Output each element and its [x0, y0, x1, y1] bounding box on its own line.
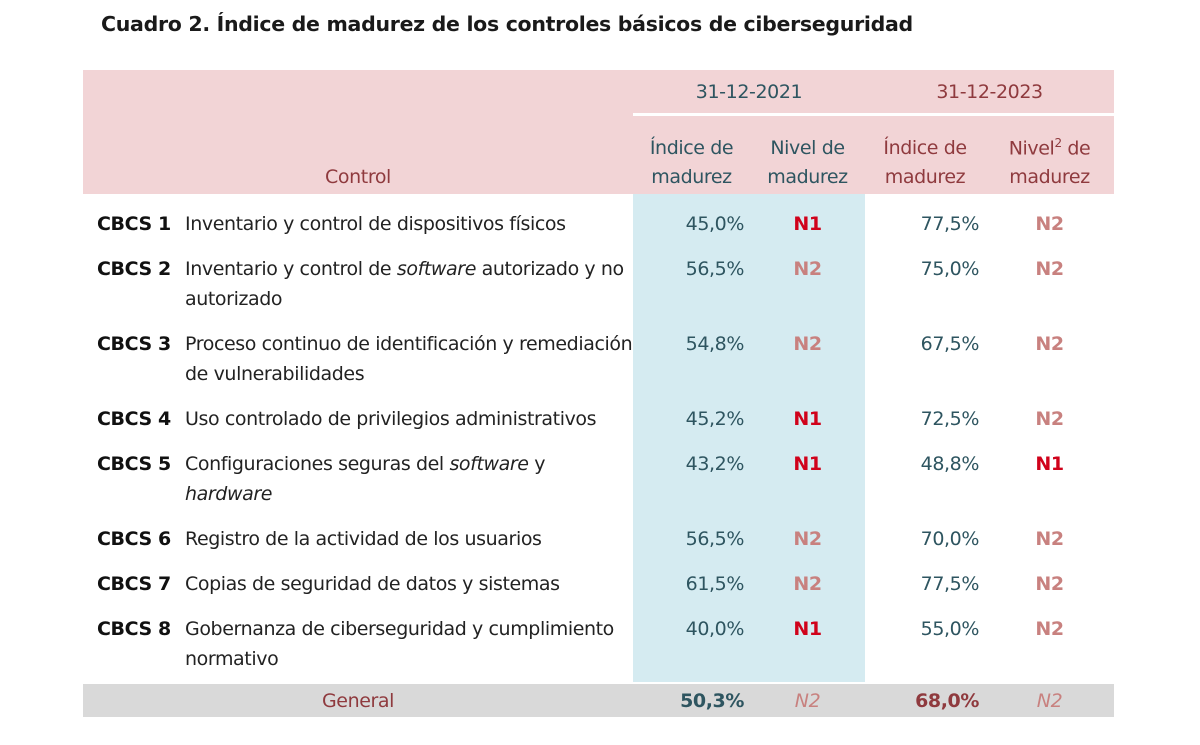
- description-part: autorizado y no autorizado: [185, 258, 624, 310]
- control-description: Registro de la actividad de los usuarios: [185, 517, 633, 562]
- control-code: CBCS 7: [97, 573, 171, 595]
- description-part: Gobernanza de ciberseguridad y cumplimie…: [185, 618, 614, 670]
- index-2021: 54,8%: [633, 322, 750, 397]
- control-code: CBCS 6: [97, 528, 171, 550]
- index-2023: 77,5%: [920, 573, 980, 595]
- level-2021: N1: [750, 202, 866, 247]
- description-part: Copias de seguridad de datos y sistemas: [185, 573, 560, 595]
- index-2023: 48,8%: [920, 453, 980, 475]
- description-part: hardware: [185, 483, 273, 505]
- control-code: CBCS 5: [97, 453, 171, 475]
- control-description: Inventario y control de dispositivos fís…: [185, 202, 633, 247]
- level-2021: N2: [750, 322, 866, 397]
- level-2021: N2: [750, 562, 866, 607]
- control-description: Configuraciones seguras del software y h…: [185, 442, 633, 517]
- description-part: Registro de la actividad de los usuarios: [185, 528, 542, 550]
- description-part: Inventario y control de dispositivos fís…: [185, 213, 566, 235]
- control-code: CBCS 4: [97, 408, 171, 430]
- general-row: General 50,3% N2 68,0% N2: [83, 682, 1115, 717]
- control-code: CBCS 1: [97, 213, 171, 235]
- table-title: Cuadro 2. Índice de madurez de los contr…: [101, 12, 913, 36]
- level-2023: N2: [1035, 213, 1064, 235]
- level-2023: N2: [1035, 408, 1064, 430]
- index-2021: 43,2%: [633, 442, 750, 517]
- index-2021: 40,0%: [633, 607, 750, 683]
- description-part: software: [449, 453, 529, 475]
- period-2021: 31-12-2021: [633, 70, 866, 115]
- maturity-table: 31-12-2021 31-12-2023 Control Índice de m…: [83, 70, 1115, 717]
- level-2021: N1: [750, 607, 866, 683]
- level-2021-header: Nivel de madurez: [750, 113, 866, 194]
- index-2023: 72,5%: [920, 408, 980, 430]
- general-level-2023: N2: [985, 682, 1115, 717]
- table-row: CBCS 2 Inventario y control de software a…: [83, 247, 1114, 322]
- control-header: Control: [83, 114, 633, 194]
- table-row: CBCS 5 Configuraciones seguras del softwa…: [83, 442, 1114, 517]
- table-row: CBCS 7 Copias de seguridad de datos y sis…: [83, 562, 1114, 607]
- period-2023: 31-12-2023: [865, 70, 1115, 115]
- level-2023: N2: [1035, 333, 1064, 355]
- index-2023: 75,0%: [920, 258, 980, 280]
- level-2021: N2: [750, 517, 866, 562]
- level-2021: N2: [750, 247, 866, 322]
- index-2023: 70,0%: [920, 528, 980, 550]
- description-part: Configuraciones seguras del: [185, 453, 450, 475]
- description-part: Uso controlado de privilegios administra…: [185, 408, 597, 430]
- control-code: CBCS 2: [97, 258, 171, 280]
- description-part: Inventario y control de: [185, 258, 397, 280]
- index-2023: 77,5%: [920, 213, 980, 235]
- index-2021: 45,2%: [633, 397, 750, 442]
- table-row: CBCS 4 Uso controlado de privilegios admi…: [83, 397, 1114, 442]
- control-description: Gobernanza de ciberseguridad y cumplimie…: [185, 607, 633, 683]
- description-part: software: [396, 258, 477, 280]
- level-2021: N1: [750, 397, 866, 442]
- general-level-2021: N2: [750, 682, 866, 717]
- table-row: CBCS 1 Inventario y control de dispositiv…: [83, 202, 1114, 247]
- control-description: Inventario y control de software autoriz…: [185, 247, 633, 322]
- level-2023: N2: [1035, 573, 1064, 595]
- index-2021: 45,0%: [633, 202, 750, 247]
- level-2023: N2: [1035, 528, 1064, 550]
- level-2023: N2: [1035, 258, 1064, 280]
- index-2021: 56,5%: [633, 517, 750, 562]
- control-description: Copias de seguridad de datos y sistemas: [185, 562, 633, 607]
- level-2021: N1: [750, 442, 866, 517]
- index-2023: 67,5%: [920, 333, 980, 355]
- index-2023-header: Índice de madurez: [865, 113, 986, 194]
- control-code: CBCS 8: [97, 618, 171, 640]
- description-part: Proceso continuo de identificación y rem…: [185, 333, 633, 385]
- level-2023: N2: [1035, 618, 1064, 640]
- control-description: Uso controlado de privilegios administra…: [185, 397, 633, 442]
- table-row: CBCS 6 Registro de la actividad de los us…: [83, 517, 1114, 562]
- index-2021-header: Índice de madurez: [633, 113, 750, 194]
- control-description: Proceso continuo de identificación y rem…: [185, 322, 633, 397]
- index-2023: 55,0%: [920, 618, 980, 640]
- description-part: y: [528, 453, 546, 475]
- table-row: CBCS 8 Gobernanza de ciberseguridad y cum…: [83, 607, 1114, 683]
- general-index-2021: 50,3%: [633, 682, 750, 717]
- level-2023: N1: [1035, 453, 1064, 475]
- index-2021: 61,5%: [633, 562, 750, 607]
- index-2021: 56,5%: [633, 247, 750, 322]
- general-index-2023: 68,0%: [865, 682, 986, 717]
- level-2023-header: Nivel2 de madurez: [985, 113, 1115, 194]
- table-row: CBCS 3 Proceso continuo de identificación…: [83, 322, 1114, 397]
- control-code: CBCS 3: [97, 333, 171, 355]
- general-label: General: [83, 682, 633, 717]
